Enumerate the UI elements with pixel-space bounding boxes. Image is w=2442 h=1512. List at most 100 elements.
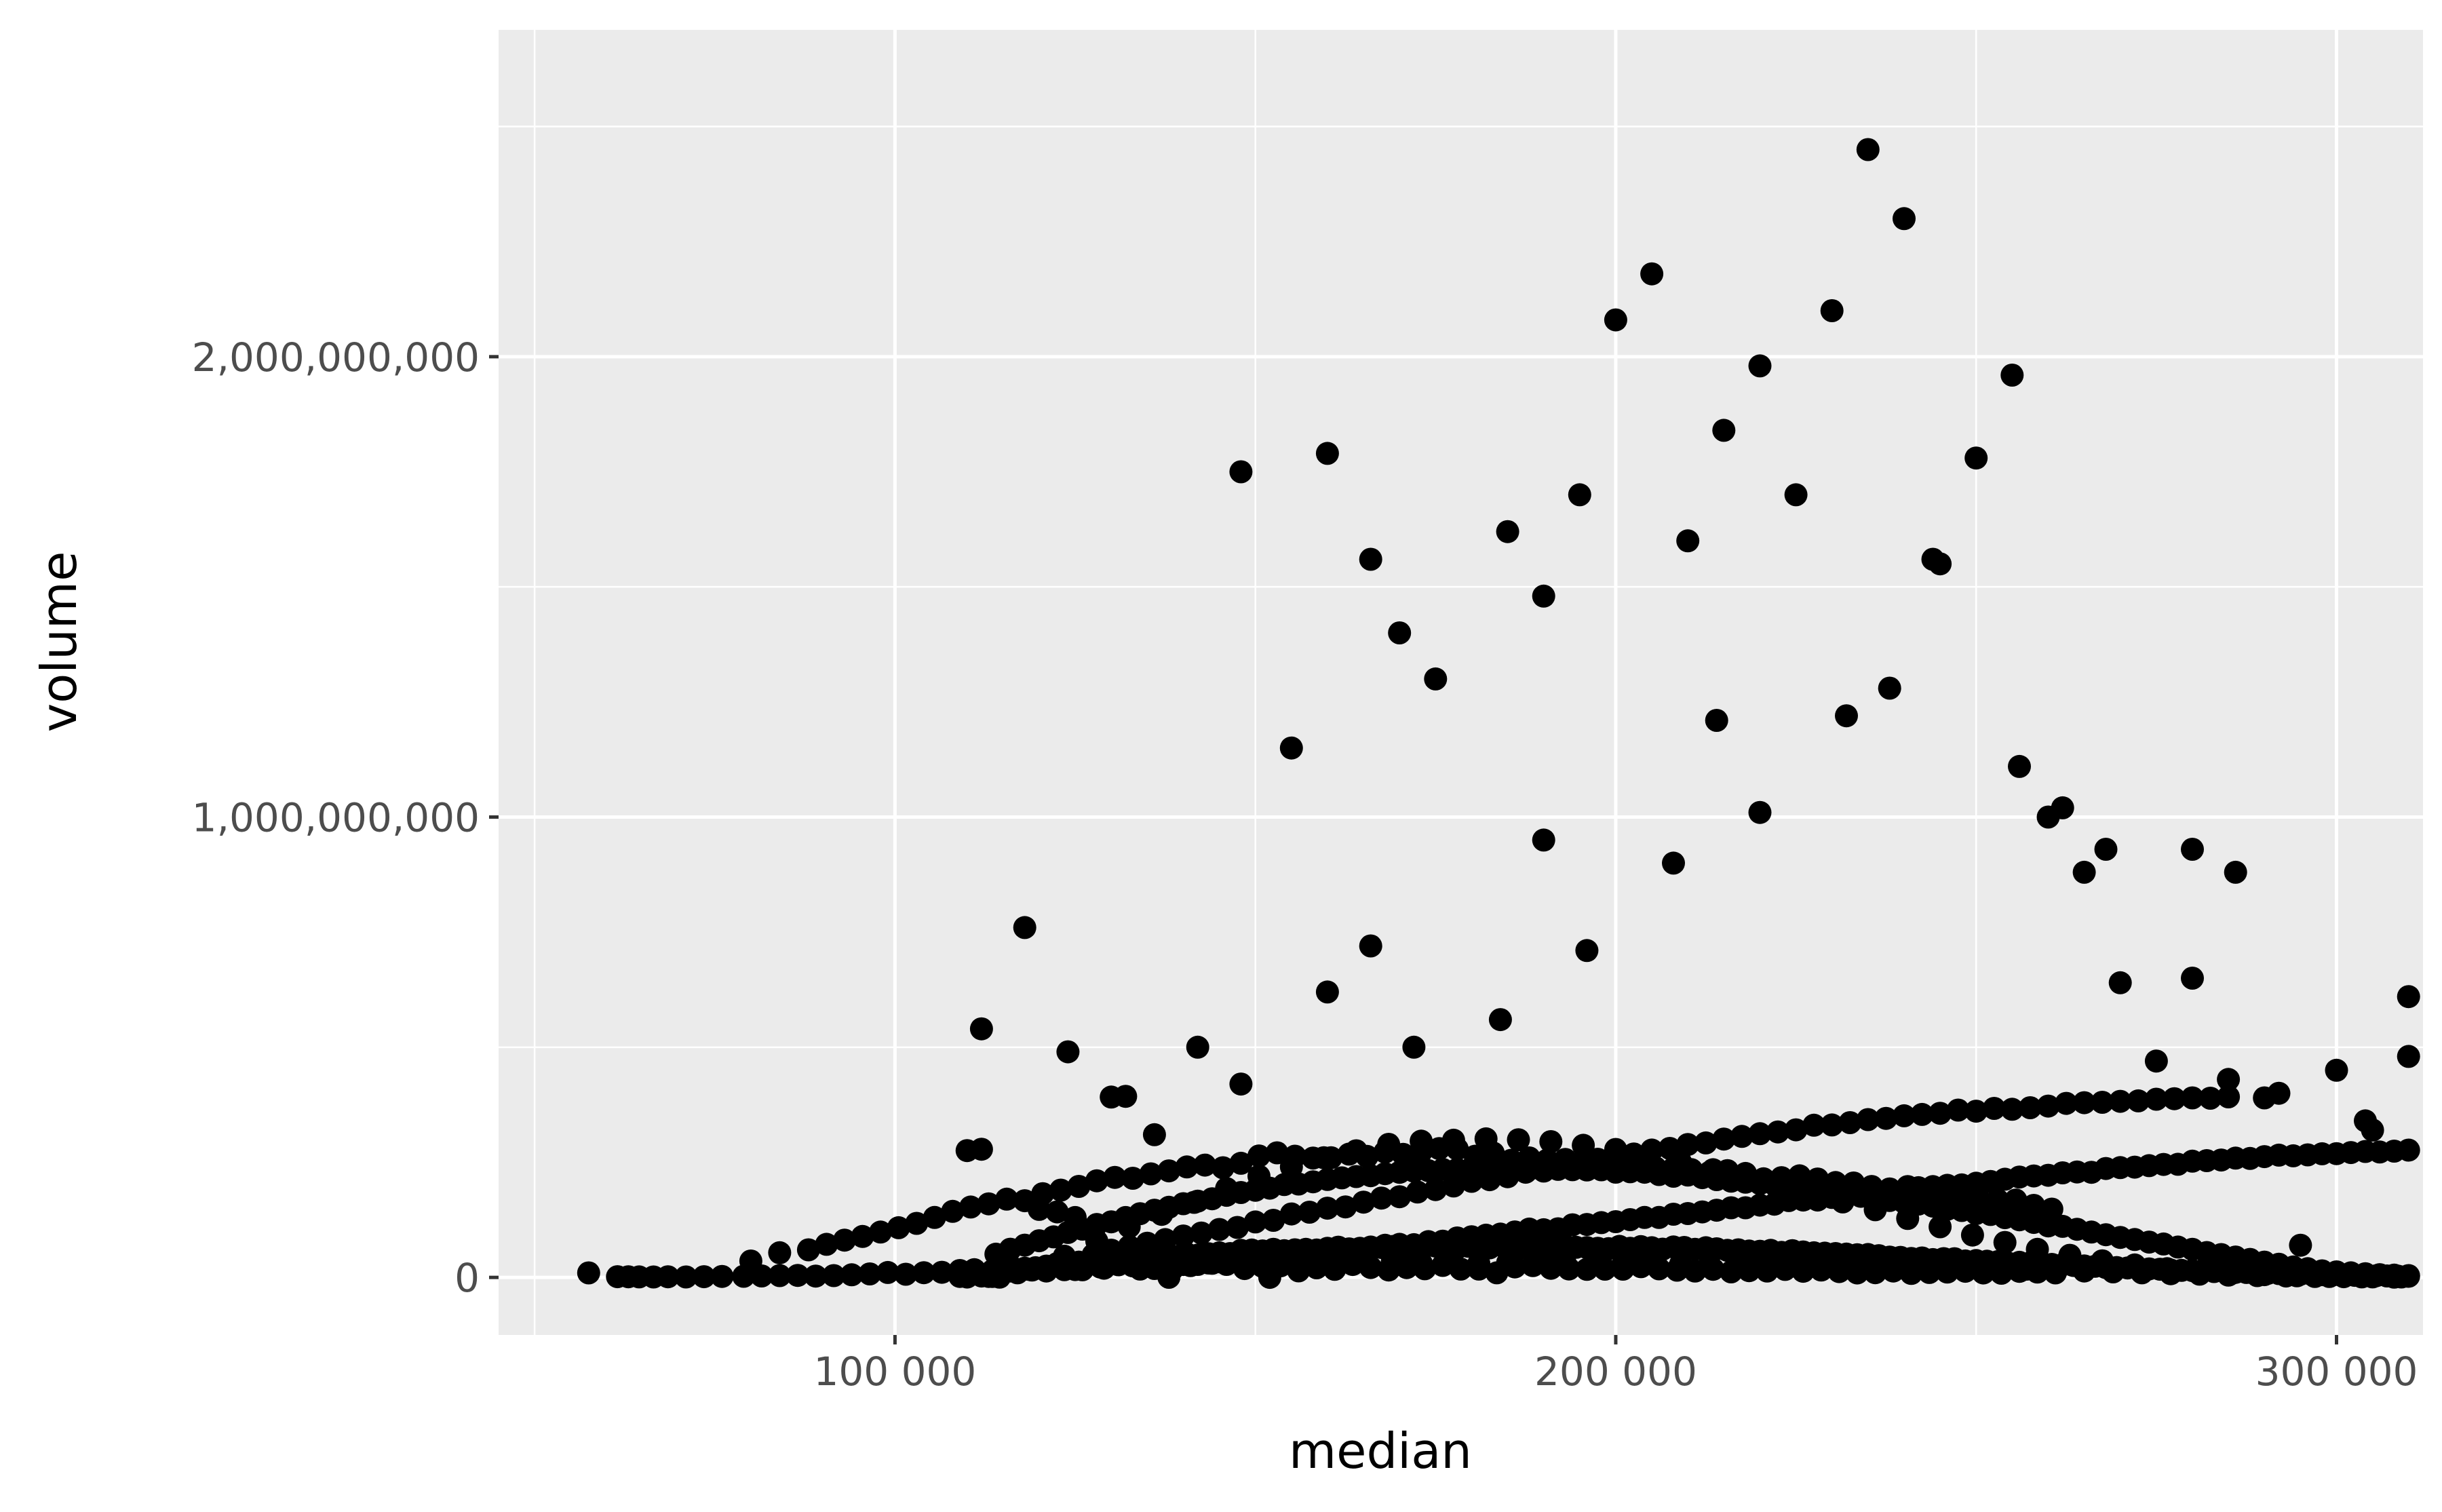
data-point (969, 1138, 993, 1161)
data-point (1929, 1215, 1952, 1239)
data-point (2220, 1262, 2244, 1285)
data-point (1784, 1253, 1808, 1277)
data-point (1532, 828, 1555, 852)
data-point (1993, 1230, 2017, 1254)
y-axis-title: volume (31, 551, 88, 733)
data-point (2224, 860, 2247, 884)
data-point (1863, 1198, 1887, 1222)
data-point (768, 1264, 792, 1287)
y-axis: 0 1,000,000,000 2,000,000,000 (192, 334, 499, 1301)
data-point (930, 1260, 954, 1284)
data-point (1572, 1133, 1595, 1157)
data-point (1960, 1223, 1984, 1247)
data-point (1441, 1128, 1465, 1152)
data-point (1957, 1256, 1981, 1280)
data-point (1182, 1190, 1206, 1214)
data-point (1013, 916, 1036, 939)
data-point (1896, 1207, 1920, 1230)
data-point (1748, 354, 1772, 378)
data-point (1467, 1252, 1491, 1275)
data-point (1323, 1249, 1346, 1273)
data-point (1820, 299, 1844, 322)
data-point (1334, 1195, 1357, 1219)
data-point (2072, 1259, 2096, 1283)
data-point (1946, 1098, 1970, 1122)
data-point (858, 1262, 882, 1285)
data-point (2181, 838, 2204, 861)
data-point (1359, 934, 1382, 958)
data-point (1190, 1221, 1213, 1245)
data-point (2051, 796, 2074, 819)
data-point (1766, 1120, 1789, 1144)
data-point (1640, 262, 1664, 286)
data-point (1237, 1248, 1260, 1272)
data-point (1604, 308, 1627, 332)
data-point (1784, 1118, 1808, 1142)
data-point (1539, 1130, 1563, 1153)
data-point (2397, 1045, 2420, 1068)
data-point (977, 1192, 1001, 1216)
data-point (2253, 1263, 2276, 1287)
data-point (1359, 547, 1382, 571)
data-point (2350, 1265, 2373, 1289)
data-point (851, 1224, 874, 1248)
data-point (577, 1261, 600, 1285)
data-point (804, 1264, 828, 1288)
x-tick-label: 300 000 (2255, 1349, 2418, 1395)
data-point (1756, 1252, 1779, 1275)
data-point (1798, 1181, 1822, 1205)
data-point (1247, 1164, 1271, 1188)
data-point (2072, 860, 2096, 884)
data-point (1380, 1249, 1404, 1273)
data-point (1856, 138, 1880, 161)
data-point (1662, 851, 1685, 875)
data-point (1114, 1085, 1138, 1108)
data-point (1611, 1253, 1635, 1277)
data-point (1669, 1252, 1692, 1276)
data-point (1045, 1200, 1069, 1224)
data-point (1525, 1249, 1549, 1273)
plot-panel (499, 30, 2423, 1335)
data-point (1496, 1251, 1519, 1275)
data-point (1085, 1169, 1108, 1193)
data-point (876, 1260, 899, 1284)
data-point (1929, 1254, 1952, 1278)
data-point (1312, 1146, 1336, 1169)
data-point (2188, 1260, 2211, 1283)
data-point (1193, 1153, 1217, 1177)
data-point (1056, 1040, 1080, 1064)
data-point (1121, 1254, 1144, 1278)
data-point (2091, 1249, 2114, 1273)
data-point (1676, 1133, 1700, 1157)
data-point (2072, 1091, 2096, 1114)
data-point (1229, 460, 1253, 484)
data-point (2217, 1068, 2241, 1091)
data-point (905, 1211, 929, 1235)
data-point (1262, 1209, 1285, 1232)
data-point (1388, 1185, 1412, 1209)
data-point (1352, 1190, 1376, 1214)
data-point (1294, 1247, 1318, 1271)
data-point (1279, 736, 1303, 760)
y-tick-label: 2,000,000,000 (192, 334, 480, 381)
data-point (2091, 1091, 2114, 1114)
data-point (923, 1205, 946, 1229)
data-point (1899, 1254, 1923, 1278)
data-point (2382, 1265, 2406, 1289)
data-point (1813, 1254, 1837, 1278)
data-point (1103, 1165, 1127, 1189)
data-point (1226, 1216, 1249, 1239)
data-point (1474, 1127, 1498, 1150)
data-point (2094, 838, 2118, 861)
data-point (1229, 1151, 1253, 1175)
data-point (1402, 1035, 1426, 1059)
data-point (894, 1262, 918, 1286)
data-point (1820, 1113, 1844, 1137)
data-point (1020, 1258, 1044, 1282)
data-point (1568, 483, 1591, 507)
data-point (1921, 547, 1945, 571)
x-tick-label: 200 000 (1534, 1349, 1697, 1395)
data-point (2108, 1089, 2132, 1113)
